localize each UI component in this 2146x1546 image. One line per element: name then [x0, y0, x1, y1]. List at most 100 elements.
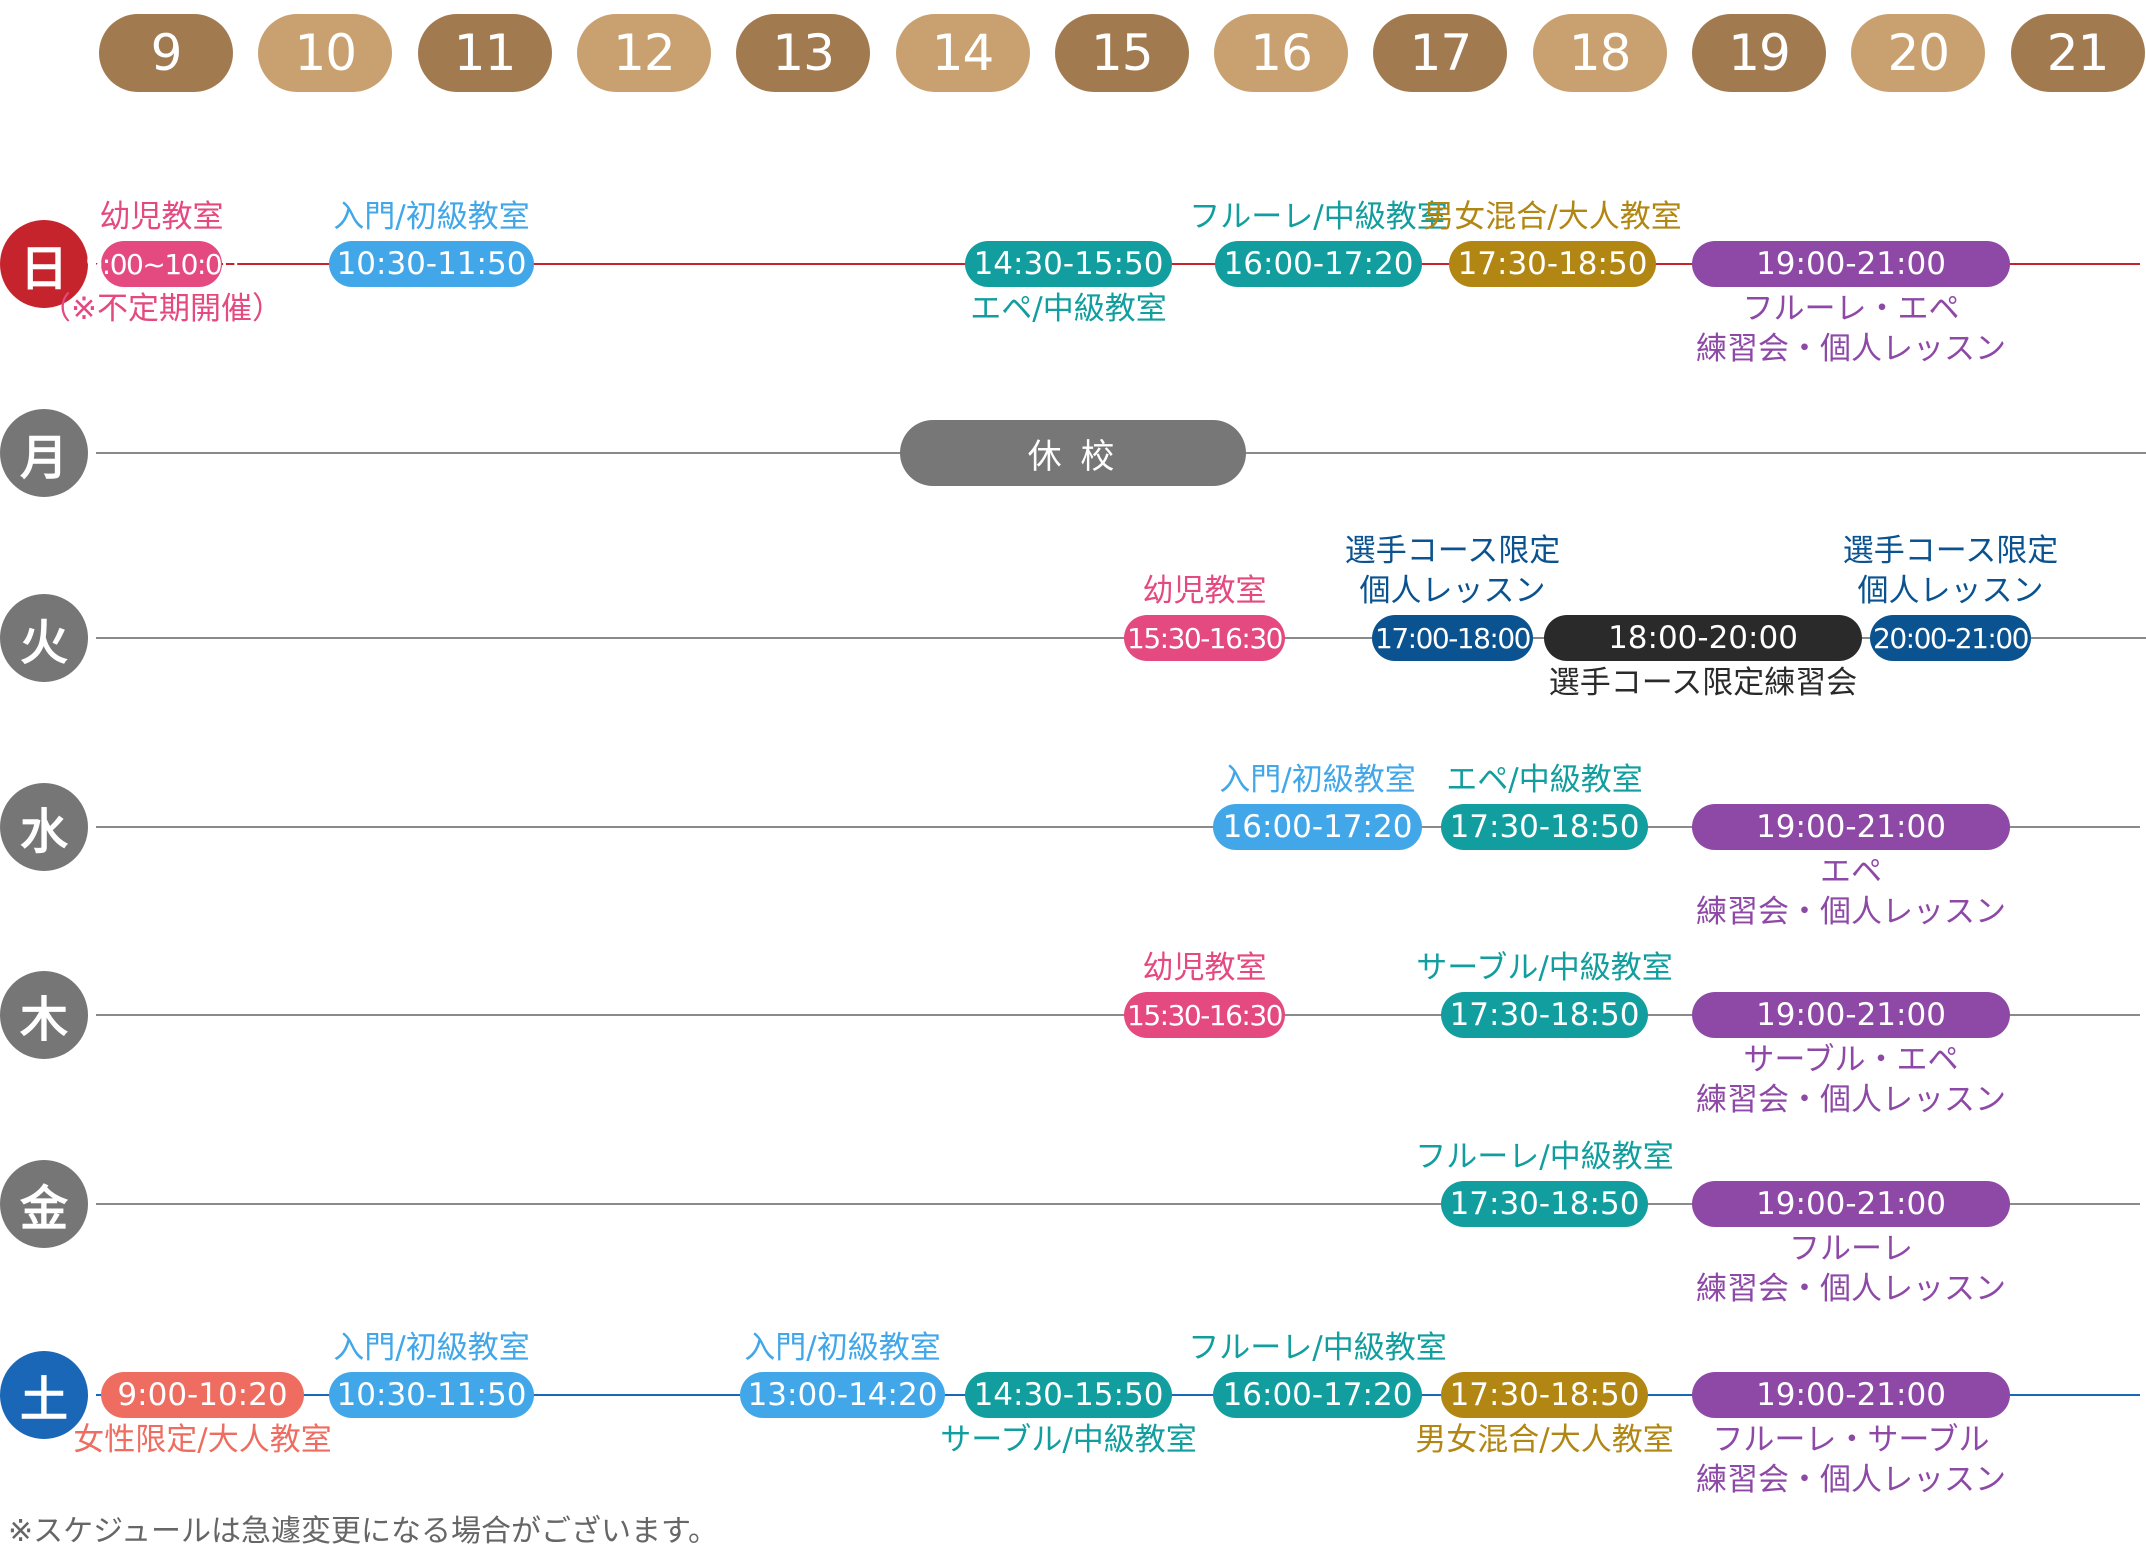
class-label-line: 女性限定/大人教室	[73, 1422, 332, 1458]
day-line-wed	[96, 826, 2140, 828]
day-label-tue: 火	[0, 594, 88, 682]
class-label-above-thu-1: サーブル/中級教室	[1416, 948, 1673, 988]
class-label-above-sun-3: フルーレ/中級教室	[1189, 197, 1447, 237]
day-line-fri	[96, 1203, 2140, 1205]
class-label-line: 練習会・個人レッスン	[1696, 1271, 2006, 1307]
class-label-below-thu-2: サーブル・エペ練習会・個人レッスン	[1696, 1040, 2006, 1120]
class-label-line: フルーレ・サーブル	[1712, 1422, 1990, 1458]
footnote: ※スケジュールは急遽変更になる場合がございます。	[8, 1514, 719, 1546]
hour-18: 18	[1532, 14, 1667, 92]
day-label-thu: 木	[0, 971, 88, 1059]
hour-20: 20	[1851, 14, 1986, 92]
class-label-line: エペ/中級教室	[970, 291, 1167, 327]
hour-21: 21	[2010, 14, 2145, 92]
class-slot-thu-2: 19:00-21:00	[1692, 992, 2010, 1038]
class-label-below-sun-5: フルーレ・エペ練習会・個人レッスン	[1696, 289, 2006, 369]
hour-13: 13	[736, 14, 871, 92]
class-label-line: フルーレ	[1789, 1231, 1913, 1267]
class-label-below-sun-0: （※不定期開催）	[40, 289, 283, 329]
hour-16: 16	[1214, 14, 1349, 92]
class-label-line: 入門/初級教室	[744, 1330, 941, 1366]
class-label-above-tue-0: 幼児教室	[1143, 571, 1267, 611]
class-label-line: 選手コース限定	[1344, 533, 1561, 569]
class-label-line: 入門/初級教室	[1219, 762, 1416, 798]
day-label-fri: 金	[0, 1160, 88, 1248]
class-slot-sun-0: 9:00~10:00	[85, 241, 239, 287]
day-label-sun: 日	[0, 220, 88, 308]
class-label-line: 練習会・個人レッスン	[1696, 1462, 2006, 1498]
class-slot-thu-1: 17:30-18:50	[1441, 992, 1648, 1038]
class-label-line: 練習会・個人レッスン	[1696, 1082, 2006, 1118]
class-slot-wed-2: 19:00-21:00	[1692, 804, 2010, 850]
class-label-line: 幼児教室	[1142, 573, 1267, 609]
class-slot-tue-2: 18:00-20:00	[1544, 615, 1862, 661]
class-label-line: サーブル/中級教室	[940, 1422, 1197, 1458]
class-label-below-sat-6: フルーレ・サーブル 練習会・個人レッスン	[1696, 1420, 2006, 1500]
class-label-line: 男女混合/大人教室	[1415, 1422, 1674, 1458]
class-label-line: 男女混合/大人教室	[1423, 199, 1682, 235]
class-slot-sun-1: 10:30-11:50	[329, 241, 534, 287]
class-label-above-fri-0: フルーレ/中級教室	[1415, 1137, 1673, 1177]
class-slot-sun-2: 14:30-15:50	[965, 241, 1172, 287]
class-slot-tue-1: 17:00-18:00	[1372, 615, 1533, 661]
class-label-line: フルーレ/中級教室	[1188, 1330, 1447, 1366]
hour-15: 15	[1054, 14, 1189, 92]
class-label-line: フルーレ・エペ	[1742, 291, 1960, 327]
class-label-line: 幼児教室	[99, 199, 224, 235]
class-label-line: （※不定期開催）	[40, 291, 283, 327]
class-label-line: フルーレ/中級教室	[1415, 1139, 1674, 1175]
hour-14: 14	[895, 14, 1030, 92]
class-label-above-sat-1: 入門/初級教室	[333, 1328, 529, 1368]
class-label-line: 選手コース限定練習会	[1548, 665, 1858, 701]
class-label-above-tue-3: 選手コース限定 個人レッスン	[1843, 531, 2058, 611]
class-slot-sat-2: 13:00-14:20	[740, 1372, 945, 1418]
class-slot-wed-1: 17:30-18:50	[1441, 804, 1648, 850]
class-label-below-fri-1: フルーレ練習会・個人レッスン	[1696, 1229, 2006, 1309]
class-label-line: 入門/初級教室	[333, 199, 530, 235]
class-label-above-sun-0: 幼児教室	[100, 197, 224, 237]
class-label-below-wed-2: エペ 練習会・個人レッスン	[1696, 852, 2006, 932]
class-label-below-sat-3: サーブル/中級教室	[940, 1420, 1197, 1460]
day-line-thu	[96, 1014, 2140, 1016]
class-slot-sat-4: 16:00-17:20	[1213, 1372, 1422, 1418]
class-label-line: 個人レッスン	[1359, 573, 1546, 609]
class-label-above-thu-0: 幼児教室	[1143, 948, 1267, 988]
class-slot-wed-0: 16:00-17:20	[1213, 804, 1422, 850]
class-slot-sat-5: 17:30-18:50	[1441, 1372, 1648, 1418]
class-label-above-sun-4: 男女混合/大人教室	[1423, 197, 1681, 237]
hour-9: 9	[99, 14, 233, 92]
hour-11: 11	[417, 14, 552, 92]
class-slot-fri-1: 19:00-21:00	[1692, 1181, 2010, 1227]
class-label-above-sat-2: 入門/初級教室	[744, 1328, 940, 1368]
class-label-line: 幼児教室	[1142, 950, 1267, 986]
class-slot-sat-6: 19:00-21:00	[1692, 1372, 2010, 1418]
class-label-below-sat-0: 女性限定/大人教室	[73, 1420, 331, 1460]
class-label-line: 練習会・個人レッスン	[1696, 331, 2006, 367]
class-label-above-sat-4: フルーレ/中級教室	[1188, 1328, 1446, 1368]
class-label-line: フルーレ/中級教室	[1189, 199, 1448, 235]
class-slot-sat-0: 9:00-10:20	[101, 1372, 304, 1418]
class-slot-sat-1: 10:30-11:50	[329, 1372, 534, 1418]
class-label-above-sun-1: 入門/初級教室	[333, 197, 529, 237]
day-label-mon: 月	[0, 409, 88, 497]
class-label-line: 個人レッスン	[1857, 573, 2044, 609]
class-label-line: 入門/初級教室	[333, 1330, 530, 1366]
class-slot-sat-3: 14:30-15:50	[965, 1372, 1172, 1418]
hour-10: 10	[258, 14, 393, 92]
class-label-line: エペ/中級教室	[1446, 762, 1643, 798]
class-label-below-tue-2: 選手コース限定練習会	[1549, 663, 1857, 703]
class-label-line: サーブル・エペ	[1743, 1042, 1959, 1078]
class-label-above-wed-0: 入門/初級教室	[1219, 760, 1415, 800]
class-slot-sun-5: 19:00-21:00	[1692, 241, 2010, 287]
class-label-line: 選手コース限定	[1842, 533, 2059, 569]
class-label-above-wed-1: エペ/中級教室	[1446, 760, 1642, 800]
class-label-below-sun-2: エペ/中級教室	[970, 289, 1166, 329]
day-line-tue	[96, 637, 2146, 639]
hour-17: 17	[1373, 14, 1508, 92]
class-slot-sun-3: 16:00-17:20	[1215, 241, 1422, 287]
class-slot-tue-3: 20:00-21:00	[1870, 615, 2031, 661]
class-slot-thu-0: 15:30-16:30	[1124, 992, 1285, 1038]
class-label-above-tue-1: 選手コース限定 個人レッスン	[1345, 531, 1560, 611]
class-slot-fri-0: 17:30-18:50	[1441, 1181, 1648, 1227]
